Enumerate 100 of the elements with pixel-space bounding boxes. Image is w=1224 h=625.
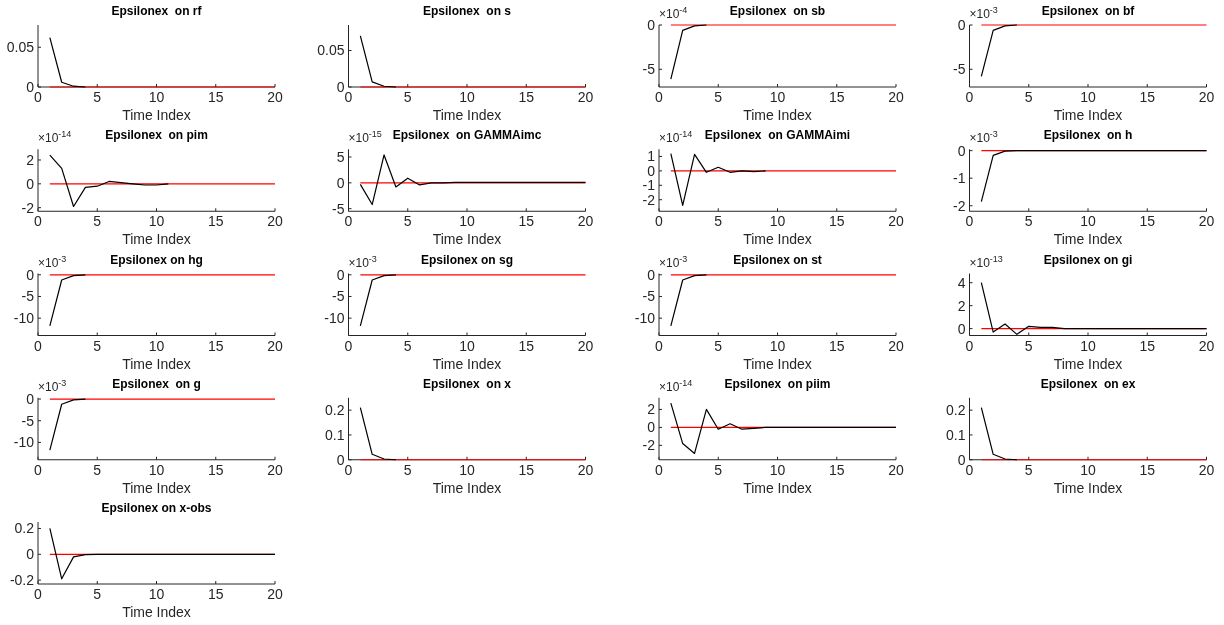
x-axis-title: Time Index [1053, 479, 1123, 496]
x-tick-label: 15 [518, 89, 535, 105]
y-tick-label: -5 [642, 288, 656, 305]
y-tick-label: 0.2 [14, 520, 35, 537]
x-tick-label: 15 [828, 337, 845, 354]
x-axis-title: Time Index [743, 355, 812, 372]
y-tick-label: 0 [647, 419, 656, 436]
y-tick-label: -5 [332, 200, 345, 217]
y-tick-label: 0 [336, 174, 345, 191]
y-tick-label: 0.2 [325, 402, 345, 419]
x-axis-title: Time Index [432, 107, 502, 123]
text: ×10$^{-3}$ [659, 253, 688, 270]
chart-title: Epsilonex on s [422, 4, 512, 18]
y-tick-label: 0 [336, 266, 345, 283]
x-tick-label: 15 [1139, 461, 1156, 478]
x-tick-label: 10 [769, 461, 786, 478]
text: ×10$^{-4}$ [659, 5, 688, 21]
x-tick-label: 10 [769, 213, 786, 230]
y-tick-label: 0 [26, 266, 35, 283]
y-tick-label: -1 [953, 170, 966, 187]
x-tick-label: 10 [1080, 461, 1096, 478]
x-tick-label: 20 [1198, 337, 1215, 354]
y-tick-label: -2 [642, 437, 656, 454]
x-tick-label: 20 [267, 586, 283, 602]
y-tick-label: -5 [21, 288, 35, 305]
chart-title: Epsilonex on gi [1043, 252, 1133, 267]
x-tick-label: 15 [828, 213, 845, 230]
x-tick-label: 10 [459, 213, 475, 230]
x-tick-label: 5 [714, 89, 723, 105]
x-tick-label: 20 [577, 213, 594, 230]
chart-title: Epsilonex on rf [111, 4, 203, 18]
y-tick-label: 0.1 [325, 426, 345, 443]
x-tick-label: 15 [207, 337, 224, 354]
x-tick-label: 15 [518, 213, 535, 230]
x-axis-title: Time Index [1053, 231, 1123, 248]
x-axis-title: Time Index [1053, 355, 1123, 372]
x-tick-label: 10 [1080, 337, 1096, 354]
x-tick-label: 10 [148, 461, 165, 478]
y-tick-label: 0 [957, 142, 966, 159]
y-tick-label: 0 [647, 266, 656, 283]
x-axis-title: Time Index [122, 479, 191, 496]
x-tick-label: 15 [1139, 337, 1156, 354]
text: ×10$^{-14}$ [38, 129, 72, 146]
x-tick-label: 5 [403, 461, 412, 478]
x-tick-label: 5 [714, 337, 723, 354]
chart-title: Epsilonex on sb [729, 4, 826, 18]
y-tick-label: -2 [21, 199, 35, 216]
y-tick-label: -2 [642, 191, 656, 208]
x-tick-label: 10 [459, 89, 475, 105]
x-axis-title: Time Index [432, 479, 502, 496]
x-tick-label: 15 [518, 337, 535, 354]
y-tick-label: 0.05 [317, 42, 345, 59]
chart-title: Epsilonex on st [733, 252, 822, 267]
y-tick-label: -10 [13, 310, 35, 327]
x-tick-label: 20 [577, 89, 594, 105]
y-tick-label: -1 [642, 177, 656, 194]
x-tick-label: 10 [769, 337, 786, 354]
y-tick-label: 0 [647, 162, 656, 179]
text: ×10$^{-14}$ [659, 377, 693, 394]
x-tick-label: 20 [267, 461, 283, 478]
chart-title: Epsilonex on pim [105, 128, 208, 143]
y-tick-label: 0.2 [946, 402, 966, 419]
y-tick-label: -10 [324, 310, 345, 327]
x-tick-label: 10 [1080, 89, 1096, 105]
x-tick-label: 20 [267, 337, 283, 354]
y-tick-label: -5 [332, 288, 345, 305]
x-tick-label: 20 [577, 337, 594, 354]
text: ×10$^{-3}$ [348, 253, 377, 270]
x-tick-label: 5 [403, 337, 412, 354]
x-tick-label: 5 [1024, 337, 1033, 354]
x-tick-label: 10 [148, 213, 165, 230]
y-tick-label: 0 [26, 390, 35, 407]
text: ×10$^{-3}$ [38, 377, 67, 394]
x-tick-label: 20 [888, 461, 904, 478]
x-tick-label: 20 [1198, 461, 1215, 478]
x-tick-label: 10 [459, 337, 475, 354]
x-tick-label: 15 [207, 586, 224, 602]
y-tick-label: 0 [957, 320, 966, 337]
x-axis-title: Time Index [432, 355, 502, 372]
x-tick-label: 20 [267, 213, 283, 230]
x-tick-label: 5 [1024, 461, 1033, 478]
x-tick-label: 20 [888, 89, 904, 105]
x-tick-label: 10 [459, 461, 475, 478]
x-axis-title: Time Index [122, 107, 191, 123]
x-tick-label: 5 [93, 337, 102, 354]
text: ×10$^{-14}$ [659, 129, 693, 146]
chart-title: Epsilonex on x-obs [101, 501, 212, 515]
y-tick-label: 0 [647, 16, 656, 33]
y-tick-label: -5 [21, 412, 35, 429]
y-tick-label: 0.1 [946, 426, 966, 443]
y-tick-label: 4 [957, 274, 966, 291]
x-tick-label: 5 [403, 89, 412, 105]
x-tick-label: 20 [1198, 89, 1215, 105]
y-tick-label: 2 [957, 297, 966, 314]
y-tick-label: -2 [953, 197, 966, 214]
y-tick-label: -10 [13, 434, 35, 451]
x-axis-title: Time Index [743, 479, 812, 496]
chart-title: Epsilonex on bf [1041, 4, 1136, 18]
x-tick-label: 10 [148, 89, 165, 105]
x-axis-title: Time Index [122, 604, 191, 620]
